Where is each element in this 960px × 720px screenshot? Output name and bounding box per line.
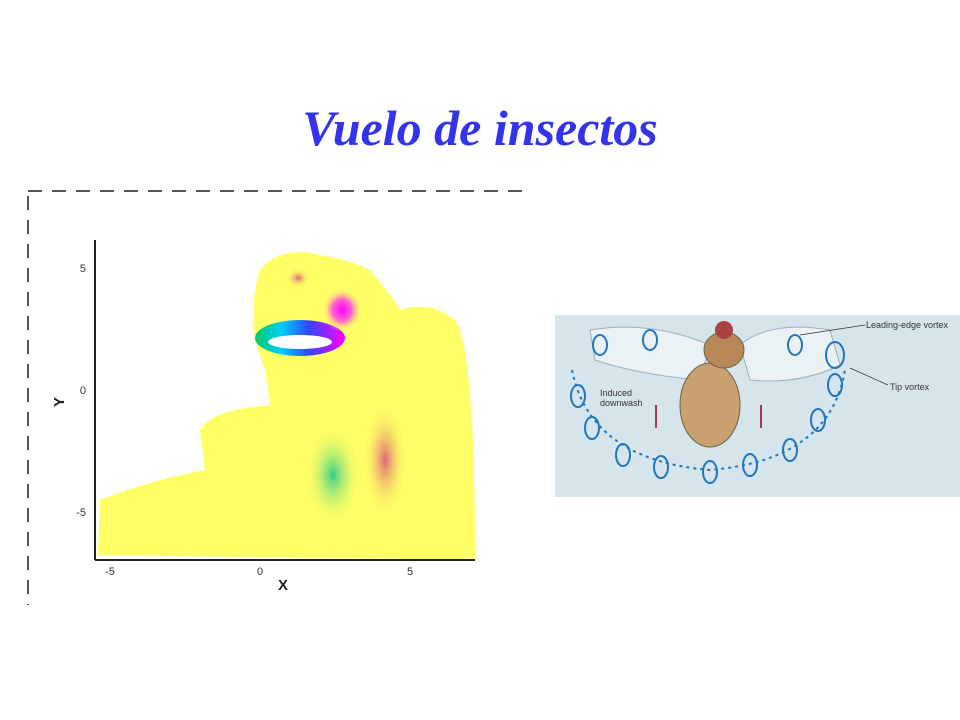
fly-head (715, 321, 733, 339)
y-axis-label: Y (51, 397, 68, 407)
vortex-rings (570, 329, 845, 484)
wake (305, 425, 361, 525)
slide-title: Vuelo de insectos (302, 100, 658, 156)
wing (739, 326, 841, 382)
left-figure: 5 0 -5 -5 0 5 X Y (27, 190, 525, 605)
annotation-text: Induced downwash (600, 388, 643, 408)
x-tick-label: 0 (257, 566, 263, 578)
annotation: Induced downwash (600, 388, 643, 408)
vortex-core (268, 335, 332, 349)
vortex-core (286, 268, 310, 288)
x-tick-label: 5 (407, 566, 413, 578)
annotation: Leading-edge vortex (866, 320, 949, 330)
flow-field (98, 252, 475, 560)
leader-line (799, 324, 866, 336)
downwash-arrows (655, 405, 762, 428)
leader-line (849, 367, 889, 386)
y-tick-label: -5 (76, 507, 86, 519)
y-tick-label: 5 (80, 263, 86, 275)
x-tick-label: -5 (105, 566, 115, 578)
wake (363, 402, 407, 518)
right-figure: Leading-edge vortex Tip vortex Induced d… (555, 315, 960, 497)
y-tick-label: 0 (80, 385, 86, 397)
annotation: Tip vortex (890, 382, 930, 392)
vortex-core (322, 288, 362, 332)
fly-body (679, 362, 741, 448)
x-axis-label: X (278, 577, 288, 594)
wing (589, 326, 711, 381)
